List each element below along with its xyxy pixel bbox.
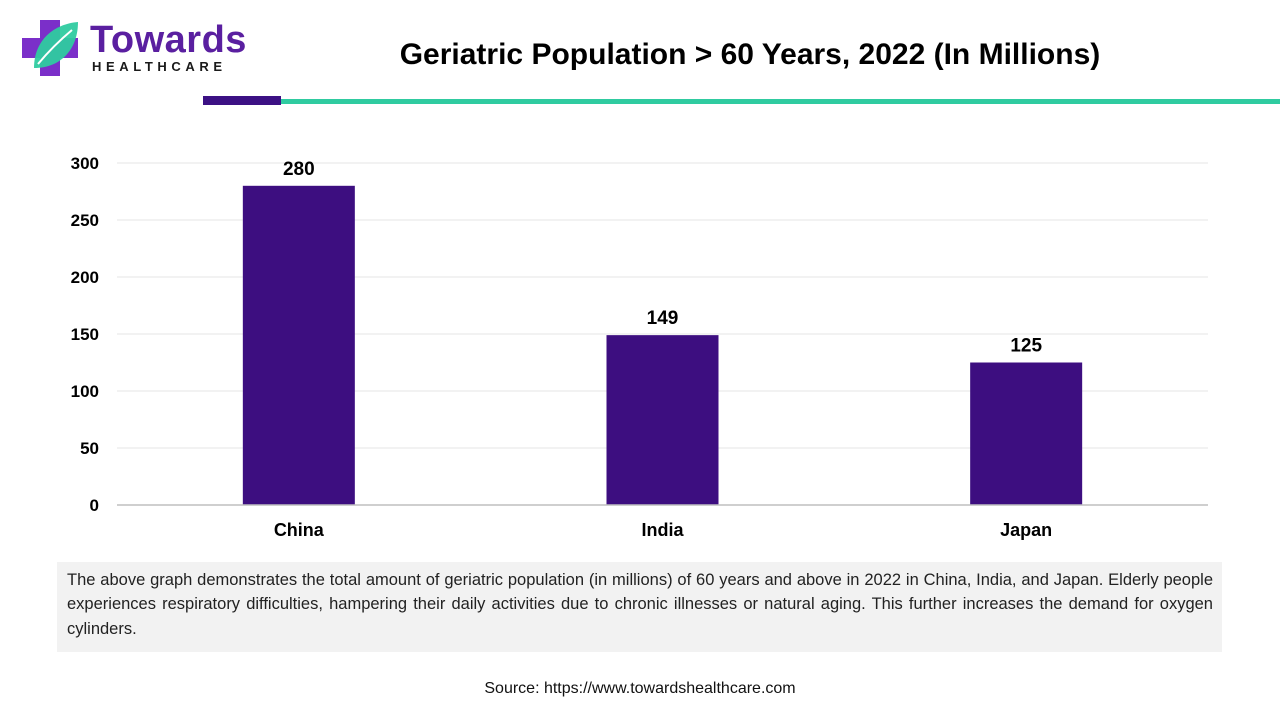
- medical-cross-leaf-icon: [22, 20, 78, 76]
- x-tick-label-india: India: [641, 520, 684, 540]
- y-tick-label: 150: [71, 325, 99, 344]
- chart-bars: [242, 185, 1083, 506]
- data-label-india: 149: [647, 308, 679, 329]
- y-tick-label: 200: [71, 268, 99, 287]
- header-accent-bar: [203, 96, 281, 105]
- y-tick-label: 0: [90, 496, 99, 515]
- y-tick-label: 50: [80, 439, 99, 458]
- y-tick-label: 300: [71, 154, 99, 173]
- brand-name: Towards: [90, 19, 247, 61]
- bar-chart: 0 50 100 150 200 250 300 280 149 125 China India J…: [71, 154, 1208, 540]
- chart-description: The above graph demonstrates the total a…: [57, 562, 1222, 652]
- x-axis-ticks: China India Japan: [274, 520, 1052, 540]
- y-tick-label: 100: [71, 382, 99, 401]
- bar-china: [242, 185, 355, 506]
- data-label-japan: 125: [1010, 336, 1042, 357]
- data-label-china: 280: [283, 159, 315, 180]
- bar-japan: [970, 362, 1083, 505]
- page-title: Geriatric Population > 60 Years, 2022 (I…: [399, 38, 1101, 71]
- y-tick-label: 250: [71, 211, 99, 230]
- y-axis-ticks: 0 50 100 150 200 250 300: [71, 154, 99, 515]
- x-tick-label-japan: Japan: [1000, 520, 1052, 540]
- bar-india: [606, 335, 719, 505]
- chart-data-labels: 280 149 125: [283, 159, 1042, 357]
- brand-subtitle: HEALTHCARE: [92, 59, 227, 74]
- brand-logo: Towards HEALTHCARE: [20, 18, 246, 82]
- header-divider-line: [281, 99, 1280, 104]
- x-tick-label-china: China: [274, 520, 325, 540]
- source-credit: Source: https://www.towardshealthcare.co…: [484, 680, 796, 697]
